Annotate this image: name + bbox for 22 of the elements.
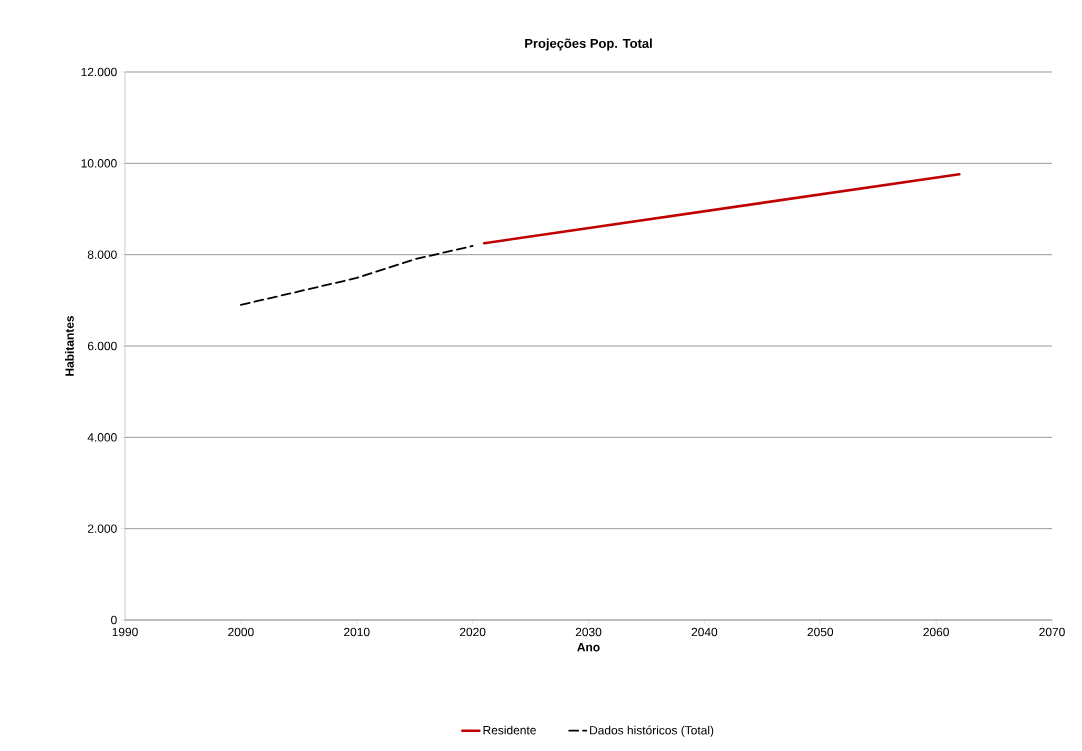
x-tick-label: 2000 [228, 627, 254, 637]
y-axis-title: Habitantes [65, 315, 74, 376]
x-tick-label: 2070 [1039, 627, 1065, 637]
x-tick-label: 2020 [459, 627, 486, 637]
y-tick-label: 0 [111, 615, 117, 625]
legend-label: Dados históricos (Total) [590, 725, 714, 737]
chart-title: Projeções Pop. Total [525, 38, 652, 51]
x-tick-label: 2010 [344, 627, 370, 637]
y-tick-label: 8.000 [87, 250, 117, 259]
x-tick-label: 2060 [923, 627, 949, 637]
line-series [239, 245, 474, 306]
y-tick-label: 10.000 [81, 159, 117, 168]
x-tick-label: 1990 [112, 627, 138, 637]
y-tick-label: 6.000 [87, 341, 117, 351]
y-tick-label: 2.000 [87, 524, 117, 533]
x-tick-label: 2030 [575, 627, 602, 637]
y-tick-label: 12.000 [81, 67, 117, 77]
x-axis-title: Ano [577, 643, 600, 652]
legend-label: Residente [483, 725, 536, 735]
x-tick-label: 2050 [807, 627, 834, 637]
y-tick-label: 4.000 [87, 433, 117, 442]
x-tick-label: 2040 [691, 627, 718, 637]
